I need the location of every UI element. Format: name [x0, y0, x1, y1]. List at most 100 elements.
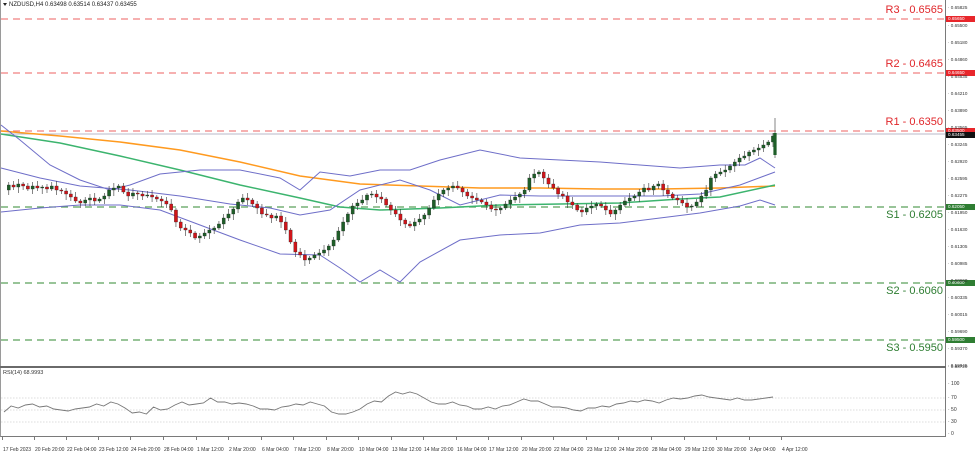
- time-axis-mark: [293, 437, 294, 440]
- bull-candle: [690, 205, 694, 208]
- bear-candle: [479, 199, 484, 203]
- bear-candle: [159, 198, 164, 202]
- bull-candle: [413, 221, 417, 227]
- bear-candle: [470, 195, 474, 199]
- bull-candle: [116, 185, 121, 189]
- bear-candle: [484, 201, 489, 206]
- price-chart-canvas[interactable]: [0, 0, 946, 437]
- bear-candle: [661, 183, 665, 191]
- collapse-triangle-icon[interactable]: [3, 2, 7, 6]
- bull-candle: [589, 205, 594, 209]
- bear-candle: [135, 192, 140, 195]
- bear-candle: [150, 194, 154, 198]
- time-axis-mark: [358, 437, 359, 440]
- bull-candle: [365, 194, 369, 201]
- bull-candle: [145, 194, 150, 197]
- bull-candle: [737, 157, 742, 163]
- bear-candle: [284, 221, 288, 231]
- time-axis-label: 8 Mar 20:00: [327, 447, 354, 453]
- bull-candle: [274, 215, 279, 219]
- bull-candle: [756, 147, 761, 151]
- bear-candle: [403, 219, 407, 225]
- bull-candle: [733, 161, 737, 167]
- bear-candle: [45, 186, 49, 190]
- bull-candle: [341, 221, 345, 232]
- price-axis-tick: · 0.59045: [948, 363, 968, 368]
- bear-candle: [169, 203, 173, 211]
- bull-candle: [508, 199, 513, 205]
- bull-candle: [773, 133, 777, 155]
- bear-candle: [647, 187, 651, 191]
- time-axis-label: 1 Mar 12:00: [197, 447, 224, 453]
- price-axis-tick: · 0.65500: [948, 23, 968, 28]
- bear-candle: [556, 187, 560, 195]
- bear-candle: [193, 232, 197, 239]
- bear-candle: [675, 197, 680, 201]
- price-axis-tick: · 0.58720: [948, 364, 968, 369]
- bear-candle: [570, 201, 575, 206]
- bull-candle: [212, 227, 216, 231]
- price-axis-tick: · 0.64535: [948, 74, 968, 79]
- bear-candle: [670, 193, 675, 199]
- bear-candle: [680, 199, 684, 204]
- support-level-label: S1 - 0.6205: [886, 209, 943, 221]
- bear-candle: [64, 190, 68, 195]
- bull-candle: [709, 177, 713, 191]
- bollinger-upper-band: [0, 124, 776, 191]
- price-axis-tick: · 0.59690: [948, 329, 968, 334]
- bull-candle: [761, 144, 766, 149]
- bull-candle: [88, 197, 92, 201]
- time-axis-label: 2 Mar 20:00: [229, 447, 256, 453]
- bull-candle: [422, 214, 427, 220]
- support-level-label: S3 - 0.5950: [886, 342, 943, 354]
- bear-candle: [608, 209, 613, 215]
- bear-candle: [126, 191, 130, 197]
- bull-candle: [198, 235, 202, 239]
- price-axis-line: [945, 0, 946, 437]
- bull-candle: [713, 173, 718, 179]
- rsi-line: [3, 391, 774, 415]
- bear-candle: [155, 196, 159, 200]
- time-axis-mark: [228, 437, 229, 440]
- rsi-panel-separator[interactable]: [0, 366, 946, 368]
- price-axis-tick: · 0.60660: [948, 278, 968, 283]
- bear-candle: [69, 193, 73, 198]
- bear-candle: [575, 204, 579, 211]
- time-axis-mark: [521, 437, 522, 440]
- rsi-axis-tick: · 70: [948, 395, 957, 401]
- time-axis-label: 17 Feb 2023: [3, 447, 32, 453]
- bear-candle: [121, 185, 126, 193]
- bear-candle: [561, 193, 565, 197]
- price-axis-tick: · 0.65825: [948, 5, 968, 10]
- bull-candle: [742, 155, 747, 159]
- bull-candle: [637, 191, 642, 197]
- price-axis-tick: · 0.64860: [948, 57, 968, 62]
- bear-candle: [188, 229, 193, 234]
- bear-candle: [288, 229, 293, 243]
- resistance-level-label: R1 - 0.6350: [885, 116, 943, 128]
- bull-candle: [704, 189, 708, 197]
- time-axis-mark: [488, 437, 489, 440]
- time-axis-mark: [261, 437, 262, 440]
- price-axis-tick: · 0.63245: [948, 142, 968, 147]
- bull-candle: [618, 204, 622, 211]
- level-price-tag: 0.62050: [946, 204, 975, 210]
- bear-candle: [269, 214, 274, 219]
- bear-candle: [26, 185, 30, 190]
- bear-candle: [298, 251, 302, 256]
- bear-candle: [255, 203, 259, 209]
- bear-candle: [393, 209, 398, 215]
- price-axis-tick: · 0.62595: [948, 176, 968, 181]
- bear-candle: [666, 189, 670, 195]
- bear-candle: [389, 204, 393, 211]
- bull-candle: [723, 169, 727, 173]
- bear-candle: [465, 191, 470, 197]
- time-axis-mark: [684, 437, 685, 440]
- bull-candle: [370, 193, 374, 196]
- time-axis-label: 6 Mar 04:00: [262, 447, 289, 453]
- bear-candle: [35, 185, 40, 189]
- price-axis-tick: · 0.64210: [948, 91, 968, 96]
- bull-candle: [107, 189, 111, 197]
- time-axis-label: 30 Mar 20:00: [717, 447, 747, 453]
